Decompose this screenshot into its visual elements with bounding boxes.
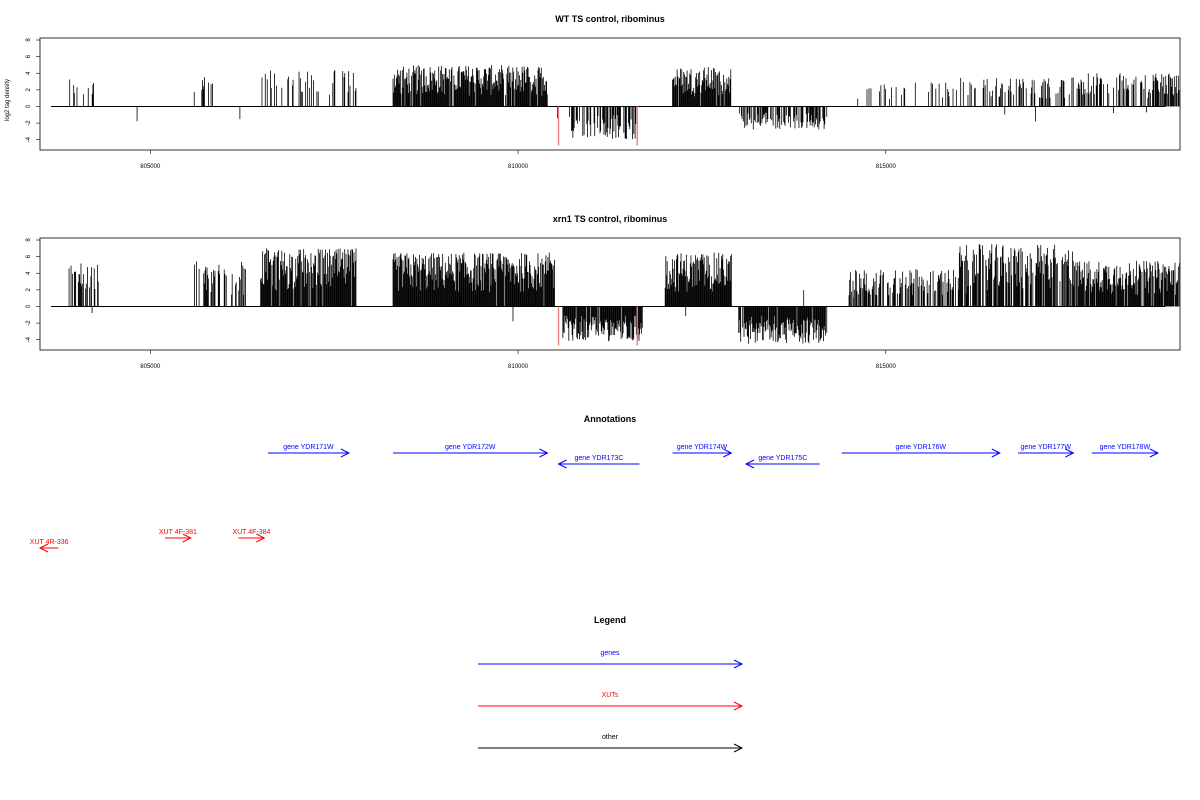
panel1-ylabel: log2 tag density [5,79,11,121]
annotations-track: gene YDR171W gene YDR172W gene YDR173C gene… [30,444,1160,553]
panel1-ytick-label: 8 [26,38,32,42]
panel2-ytick-label: 0 [26,304,32,308]
gene-arrow [672,448,733,458]
legend-genes-arrow [478,659,744,669]
panel1-title: WT TS control, ribominus [555,14,665,24]
gene-label: gene YDR176W [896,444,947,451]
gene-label: gene YDR177W [1021,444,1072,451]
panel2-ytick-label: 6 [26,254,32,258]
panel1-bars [69,64,1180,146]
legend-label: other [602,734,619,741]
panel1-xtick-label: 815000 [876,164,897,170]
gene-label: gene YDR174W [677,444,728,451]
panel1-xtick-label: 805000 [140,164,161,170]
gene-arrow [268,448,351,458]
annotations-title: Annotations [584,414,637,424]
gene-label: gene YDR171W [283,444,334,451]
gene-label: gene YDR173C [575,455,624,462]
panel2-ytick-label: 4 [26,271,32,275]
legend-xuts-arrow [478,701,744,711]
panel2-ytick-label: -4 [26,336,32,342]
panel1-frame [39,37,1181,151]
legend-other-arrow [478,743,744,753]
panel1-ytick-label: 6 [26,54,32,58]
legend-title: Legend [594,615,626,625]
panel1-plot: 8 6 4 2 0 -2 -4 805000 810000 815000 [26,38,1180,170]
legend: genes XUTs other [478,650,744,753]
panel2-title: xrn1 TS control, ribominus [553,214,668,224]
panel1-ytick-label: 4 [26,71,32,75]
xut-label: XUT 4R-336 [30,539,69,546]
panel2-xtick-label: 815000 [876,364,897,370]
panel2-ytick-label: -2 [26,320,32,326]
panel2-ytick-label: 8 [26,238,32,242]
gene-arrow [841,448,1001,458]
legend-label: genes [600,650,620,657]
xut-arrow [38,543,59,553]
panel1-xtick-label: 810000 [508,164,529,170]
panel1-ytick-label: -4 [26,136,32,142]
gene-label: gene YDR172W [445,444,496,451]
gene-label: gene YDR175C [758,455,807,462]
gene-arrow [1091,448,1160,458]
panel2-xtick-label: 810000 [508,364,529,370]
xut-label: XUT 4F-384 [232,529,270,536]
gene-arrow [1018,448,1075,458]
gene-label: gene YDR178W [1100,444,1151,451]
gene-arrow [393,448,549,458]
panel2-plot: 8 6 4 2 0 -2 -4 805000 810000 815000 [26,238,1181,370]
xut-arrow [165,533,192,543]
gene-arrow [557,459,640,469]
xut-label: XUT 4F-381 [159,529,197,536]
panel2-xtick-label: 805000 [140,364,161,370]
xut-arrow [238,533,266,543]
gene-arrow [744,459,820,469]
legend-label: XUTs [602,692,619,699]
panel2-bars [68,244,1181,346]
panel1-ytick-label: 0 [26,104,32,108]
panel1-ytick-label: -2 [26,120,32,126]
panel2-ytick-label: 2 [26,288,32,292]
panel1-ytick-label: 2 [26,88,32,92]
